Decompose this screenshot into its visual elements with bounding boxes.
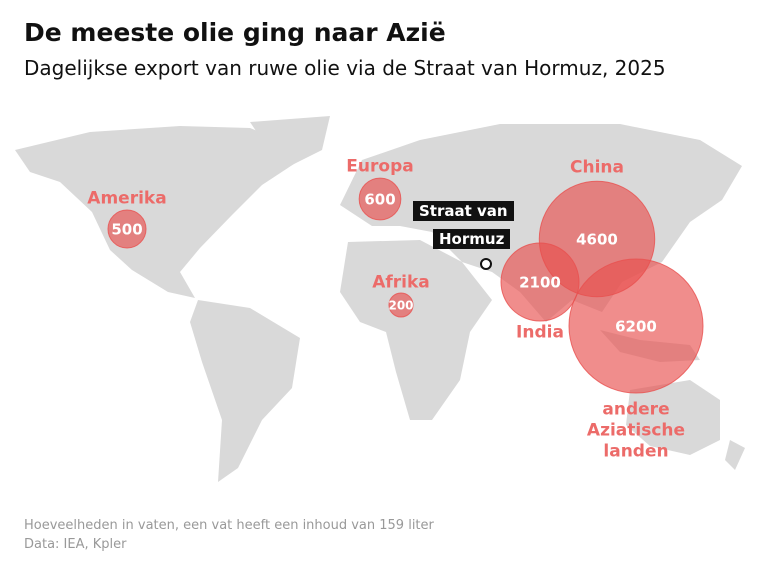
bubble-value: 4600	[576, 231, 618, 249]
bubble-value: 6200	[615, 318, 657, 336]
note: Data: IEA, Kpler	[24, 537, 127, 552]
strait-label: Straat van	[413, 201, 514, 221]
strait-label: Hormuz	[433, 229, 511, 249]
title: De meeste olie ging naar Azië	[24, 18, 446, 47]
region-name: Europa	[346, 156, 414, 177]
land	[15, 116, 745, 482]
bubble	[358, 177, 402, 221]
bubble-value: 500	[111, 221, 142, 239]
strait-marker	[480, 258, 492, 270]
region-name: Amerika	[87, 188, 167, 209]
region-name: andere Aziatische landen	[586, 399, 686, 462]
bubble-value: 200	[388, 299, 413, 313]
bubble	[107, 209, 147, 249]
region-name: China	[570, 157, 624, 178]
region-name: Afrika	[372, 272, 430, 293]
bubble-value: 2100	[519, 274, 561, 292]
region-name: India	[516, 322, 564, 343]
subtitle: Dagelijkse export van ruwe olie via de S…	[24, 56, 666, 80]
bubble-value: 600	[364, 191, 395, 209]
bubble	[568, 258, 704, 394]
note: Hoeveelheden in vaten, een vat heeft een…	[24, 518, 434, 533]
bubble	[388, 292, 414, 318]
